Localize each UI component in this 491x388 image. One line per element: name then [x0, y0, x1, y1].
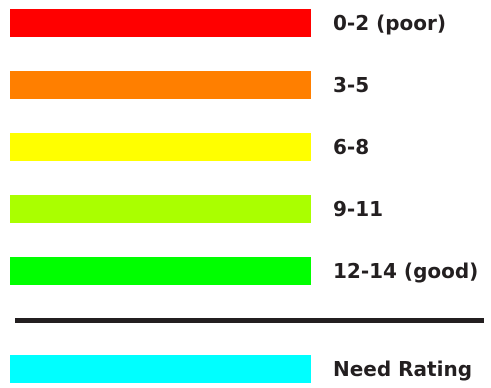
legend-divider — [15, 318, 484, 323]
swatch-cyan — [10, 355, 311, 383]
swatch-yellow — [10, 133, 311, 161]
legend-label: 3-5 — [333, 73, 370, 97]
legend-label: 12-14 (good) — [333, 259, 479, 283]
legend-label: 9-11 — [333, 197, 384, 221]
legend-label: 0-2 (poor) — [333, 11, 447, 35]
legend-row-6-8: 6-8 — [0, 128, 491, 162]
swatch-orange — [10, 71, 311, 99]
legend-row-need-rating: Need Rating — [0, 350, 491, 384]
legend-row-3-5: 3-5 — [0, 66, 491, 100]
legend-row-0-2: 0-2 (poor) — [0, 4, 491, 38]
legend-label: Need Rating — [333, 357, 473, 381]
swatch-yellow-green — [10, 195, 311, 223]
swatch-red — [10, 9, 311, 37]
legend-row-12-14: 12-14 (good) — [0, 252, 491, 286]
legend-row-9-11: 9-11 — [0, 190, 491, 224]
legend-label: 6-8 — [333, 135, 370, 159]
swatch-green — [10, 257, 311, 285]
